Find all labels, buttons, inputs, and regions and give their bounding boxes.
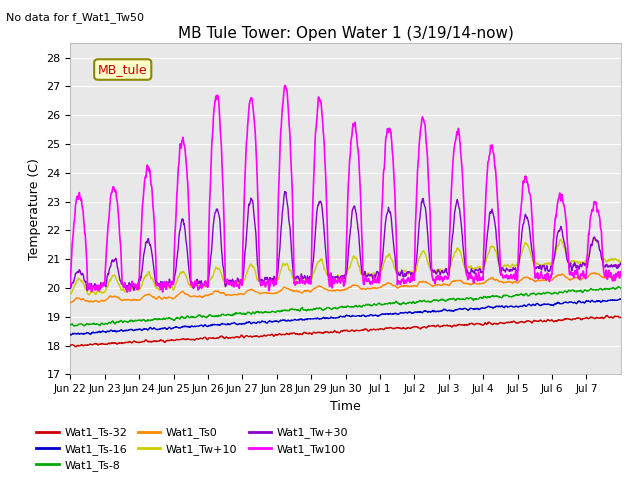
Y-axis label: Temperature (C): Temperature (C) [28,158,41,260]
Text: No data for f_Wat1_Tw50: No data for f_Wat1_Tw50 [6,12,145,23]
Title: MB Tule Tower: Open Water 1 (3/19/14-now): MB Tule Tower: Open Water 1 (3/19/14-now… [178,25,513,41]
X-axis label: Time: Time [330,400,361,413]
Text: MB_tule: MB_tule [98,63,148,76]
Legend: Wat1_Ts-32, Wat1_Ts-16, Wat1_Ts-8, Wat1_Ts0, Wat1_Tw+10, Wat1_Tw+30, Wat1_Tw100: Wat1_Ts-32, Wat1_Ts-16, Wat1_Ts-8, Wat1_… [32,423,352,476]
